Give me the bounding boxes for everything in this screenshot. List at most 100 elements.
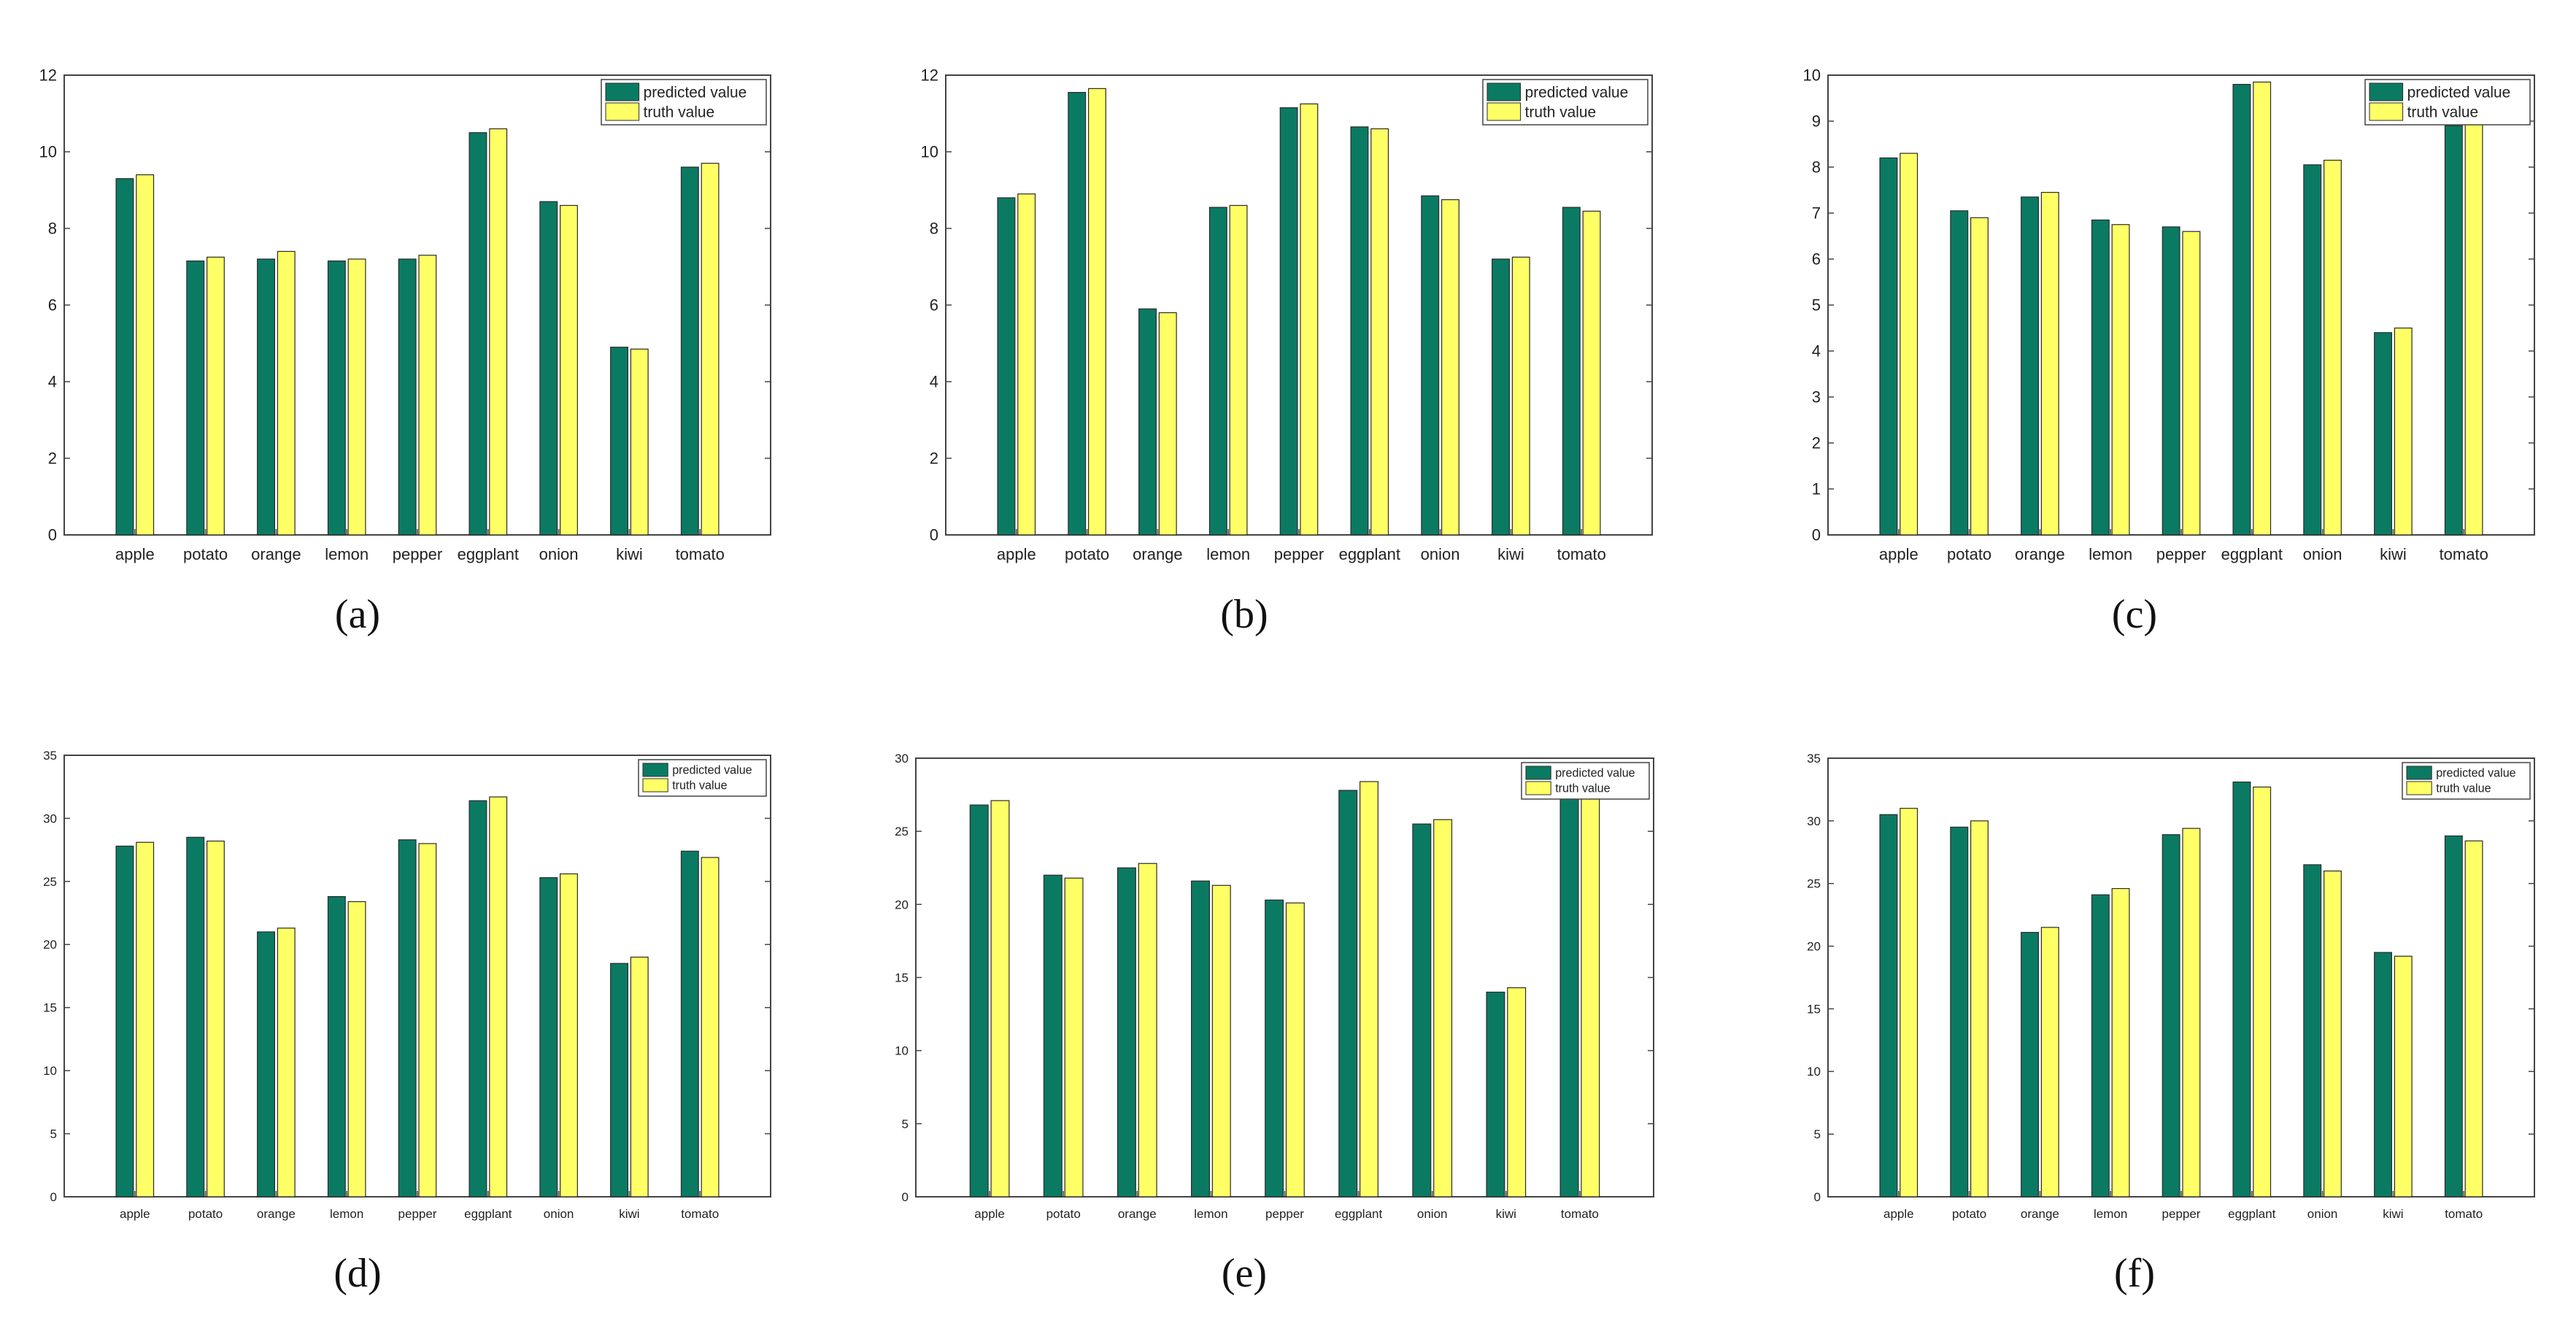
x-tick-label: potato bbox=[1065, 545, 1109, 563]
bar-predicted-tomato bbox=[680, 850, 699, 1198]
chart-panel-b: 0 2 4 6 8 10 12 apple potato orange lemon pepper egg… bbox=[921, 66, 1653, 637]
legend-label-predicted: predicted value bbox=[1525, 84, 1629, 101]
bar-truth-onion bbox=[559, 873, 578, 1198]
y-tick-label: 0 bbox=[902, 1190, 909, 1204]
bar-predicted-onion bbox=[2303, 864, 2322, 1198]
x-tick-label: onion bbox=[539, 545, 579, 563]
y-tick-label: 6 bbox=[1812, 250, 1821, 269]
bar-predicted-kiwi bbox=[1486, 991, 1505, 1198]
x-tick-label: orange bbox=[2021, 1207, 2059, 1221]
bar-truth-potato bbox=[1064, 877, 1084, 1198]
y-tick-label: 0 bbox=[48, 526, 57, 544]
legend-swatch-truth bbox=[2369, 102, 2404, 121]
y-tick-label: 10 bbox=[921, 143, 938, 161]
legend-swatch-truth bbox=[1486, 102, 1522, 121]
legend-label-truth: truth value bbox=[672, 779, 727, 792]
x-tick-label: pepper bbox=[1265, 1207, 1304, 1221]
bar-predicted-eggplant bbox=[2232, 782, 2251, 1198]
bar-predicted-eggplant bbox=[1350, 126, 1369, 536]
legend-label-truth: truth value bbox=[2436, 782, 2491, 795]
bar-predicted-kiwi bbox=[610, 963, 629, 1198]
bar-truth-potato bbox=[207, 256, 225, 536]
x-tick-label: onion bbox=[1417, 1207, 1448, 1221]
bar-truth-apple bbox=[136, 841, 155, 1198]
bar-truth-eggplant bbox=[489, 128, 508, 536]
y-tick-label: 10 bbox=[39, 143, 57, 161]
x-tick-label: onion bbox=[544, 1207, 574, 1221]
bar-predicted-pepper bbox=[2162, 226, 2180, 536]
bar-truth-potato bbox=[1087, 88, 1106, 536]
bar-truth-lemon bbox=[2111, 887, 2130, 1198]
chart-panel-d: 0 5 10 15 20 25 30 35 apple potato orange lemon pepp… bbox=[43, 749, 771, 1296]
bar-truth-orange bbox=[2040, 927, 2059, 1198]
bar-truth-onion bbox=[1433, 819, 1453, 1198]
bar-predicted-potato bbox=[186, 261, 205, 536]
chart-panel-e: 0 5 10 15 20 25 30 apple potato orange lemon pepper… bbox=[895, 752, 1654, 1296]
bar-predicted-lemon bbox=[327, 261, 346, 536]
x-tick-label: kiwi bbox=[619, 1207, 639, 1221]
x-tick-label: potato bbox=[1952, 1207, 1986, 1221]
x-tick-label: onion bbox=[2303, 545, 2342, 563]
y-tick-label: 3 bbox=[1812, 388, 1821, 406]
y-tick-label: 5 bbox=[902, 1117, 909, 1131]
axes-frame bbox=[1827, 74, 2535, 536]
axes-frame bbox=[63, 755, 771, 1198]
bar-predicted-pepper bbox=[1279, 107, 1298, 536]
x-tick-label: apple bbox=[1879, 545, 1918, 563]
legend-label-predicted: predicted value bbox=[644, 84, 747, 101]
bar-predicted-potato bbox=[186, 836, 205, 1198]
bar-truth-kiwi bbox=[630, 956, 649, 1198]
bar-truth-onion bbox=[2324, 159, 2342, 536]
x-tick-label: apple bbox=[1883, 1207, 1914, 1221]
y-tick-label: 15 bbox=[43, 1001, 57, 1015]
y-tick-label: 0 bbox=[50, 1190, 57, 1204]
subfigure-caption: (a) bbox=[335, 592, 380, 637]
bar-predicted-potato bbox=[1043, 874, 1063, 1198]
bar-truth-lemon bbox=[347, 901, 366, 1198]
legend-label-predicted: predicted value bbox=[1555, 766, 1635, 779]
bar-predicted-orange bbox=[257, 931, 275, 1198]
bar-predicted-onion bbox=[1421, 195, 1440, 536]
x-tick-label: orange bbox=[251, 545, 301, 563]
bar-predicted-lemon bbox=[1191, 880, 1210, 1198]
y-tick-label: 15 bbox=[1807, 1002, 1821, 1016]
bar-predicted-apple bbox=[115, 178, 134, 536]
x-tick-label: potato bbox=[183, 545, 228, 563]
x-tick-label: apple bbox=[115, 545, 155, 563]
x-tick-label: apple bbox=[997, 545, 1036, 563]
bar-predicted-lemon bbox=[327, 895, 346, 1198]
y-tick-label: 0 bbox=[1812, 526, 1821, 544]
bar-predicted-pepper bbox=[2162, 834, 2180, 1198]
bar-predicted-orange bbox=[1117, 867, 1136, 1198]
x-tick-label: pepper bbox=[1274, 545, 1324, 563]
bar-truth-pepper bbox=[2182, 231, 2201, 536]
axes-frame bbox=[63, 74, 771, 536]
y-tick-label: 5 bbox=[50, 1127, 57, 1141]
x-tick-label: kiwi bbox=[2383, 1207, 2403, 1221]
bar-truth-pepper bbox=[1285, 902, 1305, 1198]
y-tick-label: 0 bbox=[1814, 1190, 1821, 1204]
axes-frame bbox=[945, 74, 1653, 536]
bar-truth-onion bbox=[2324, 870, 2342, 1198]
bar-truth-eggplant bbox=[489, 796, 508, 1198]
x-tick-label: kiwi bbox=[616, 545, 643, 563]
x-tick-label: kiwi bbox=[1496, 1207, 1516, 1221]
y-tick-label: 6 bbox=[48, 296, 57, 315]
legend-swatch-predicted bbox=[1486, 82, 1522, 101]
subfigure-caption: (f) bbox=[2114, 1251, 2155, 1296]
y-tick-label: 10 bbox=[1803, 66, 1821, 85]
bar-predicted-pepper bbox=[398, 258, 417, 536]
bar-truth-eggplant bbox=[2253, 81, 2272, 536]
x-tick-label: potato bbox=[1947, 545, 1991, 563]
bar-truth-tomato bbox=[1582, 210, 1601, 536]
legend-label-predicted: predicted value bbox=[2407, 84, 2511, 101]
legend-label-truth: truth value bbox=[644, 104, 715, 120]
y-tick-label: 35 bbox=[1807, 752, 1821, 766]
bar-truth-eggplant bbox=[1370, 128, 1389, 536]
bar-truth-orange bbox=[1138, 863, 1157, 1198]
bar-truth-pepper bbox=[1300, 103, 1319, 536]
x-tick-label: tomato bbox=[2440, 545, 2488, 563]
bar-truth-orange bbox=[2040, 192, 2059, 536]
axes-frame bbox=[915, 757, 1654, 1198]
